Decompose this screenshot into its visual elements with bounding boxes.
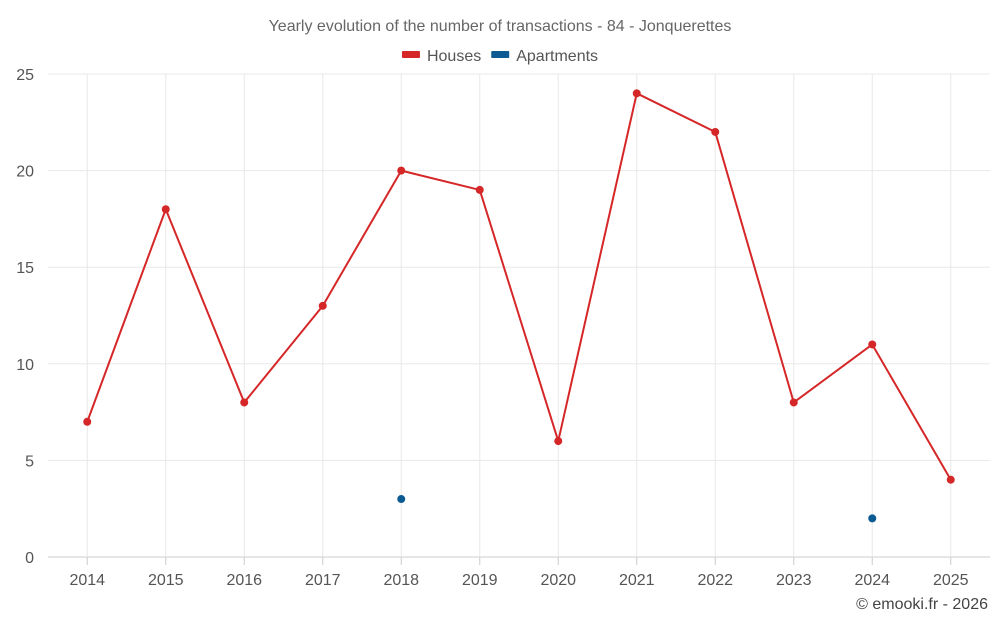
data-point-houses[interactable] (789, 398, 798, 407)
chart-title: Yearly evolution of the number of transa… (269, 18, 732, 35)
x-tick-label: 2023 (776, 572, 812, 589)
legend-label: Apartments (516, 48, 598, 65)
series-houses (83, 89, 955, 484)
x-tick-label: 2017 (305, 572, 341, 589)
x-tick-label: 2019 (462, 572, 498, 589)
data-point-houses[interactable] (318, 301, 327, 310)
series-group (83, 89, 955, 523)
x-tick-label: 2024 (854, 572, 890, 589)
legend-swatch (401, 51, 420, 58)
legend: Houses Apartments (401, 48, 598, 65)
data-point-houses[interactable] (83, 417, 92, 426)
data-point-apartments[interactable] (868, 514, 877, 523)
series-apartments (397, 495, 877, 523)
legend-swatch (491, 51, 510, 58)
legend-item-houses[interactable]: Houses (401, 48, 481, 65)
x-tick-label: 2022 (697, 572, 733, 589)
x-tick-label: 2014 (69, 572, 105, 589)
data-point-houses[interactable] (397, 166, 406, 175)
series-line-houses (86, 92, 952, 481)
y-tick-label: 15 (16, 260, 34, 277)
data-point-houses[interactable] (554, 437, 563, 446)
y-tick-label: 25 (16, 67, 34, 84)
data-point-houses[interactable] (161, 205, 170, 214)
y-tick-label: 0 (25, 550, 34, 567)
y-tick-label: 5 (25, 453, 34, 470)
grid (48, 73, 990, 558)
legend-label: Houses (427, 48, 481, 65)
x-tick-label: 2025 (933, 572, 969, 589)
x-tick-label: 2016 (226, 572, 262, 589)
data-point-houses[interactable] (868, 340, 877, 349)
y-axis: 0 5 10 15 20 25 (16, 67, 34, 567)
x-axis: 2014 2015 2016 2017 2018 2019 2020 2021 2022 2023… (69, 557, 969, 589)
y-tick-label: 10 (16, 357, 34, 374)
y-tick-label: 20 (16, 164, 34, 181)
x-tick-label: 2015 (148, 572, 184, 589)
data-point-houses[interactable] (475, 185, 484, 194)
data-point-houses[interactable] (240, 398, 249, 407)
data-point-houses[interactable] (711, 127, 720, 136)
legend-item-apartments[interactable]: Apartments (491, 48, 598, 65)
x-tick-label: 2020 (540, 572, 576, 589)
data-point-houses[interactable] (632, 89, 641, 98)
credit-text: © emooki.fr - 2026 (856, 596, 988, 613)
x-tick-label: 2018 (383, 572, 419, 589)
x-tick-label: 2021 (619, 572, 655, 589)
data-point-apartments[interactable] (397, 495, 406, 504)
data-point-houses[interactable] (946, 475, 955, 484)
